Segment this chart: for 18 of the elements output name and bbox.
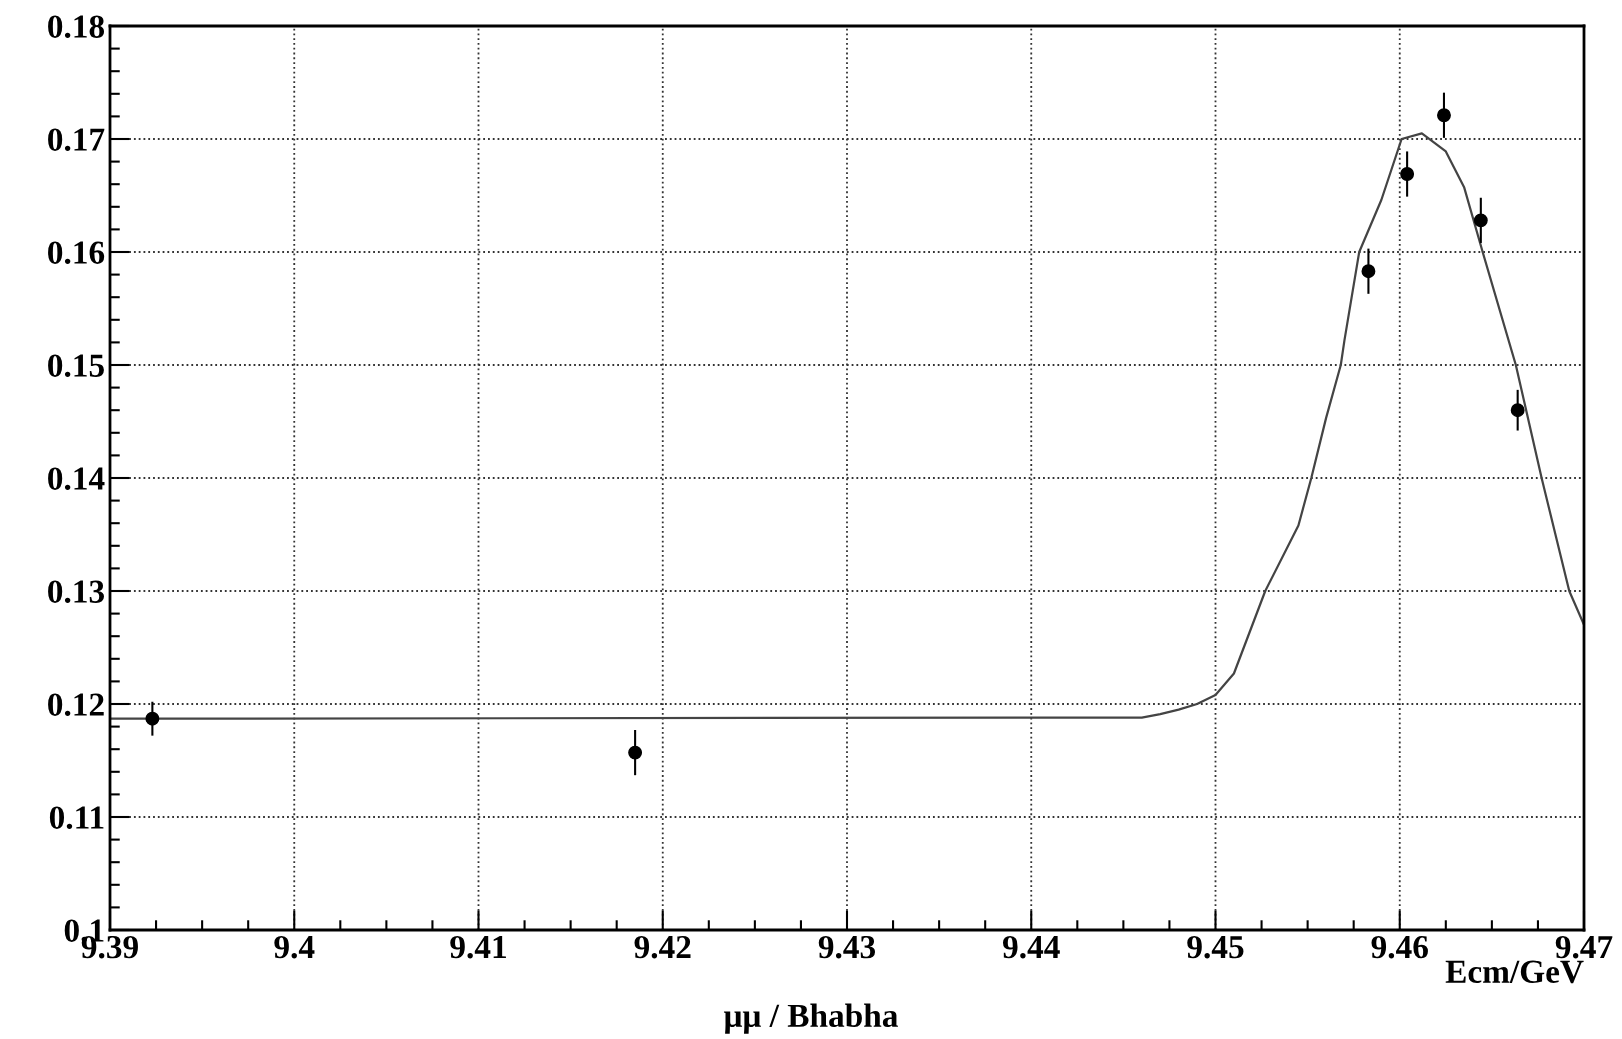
x-tick-label: 9.4 <box>274 935 315 959</box>
y-tick-label: 0.14 <box>48 467 105 491</box>
y-tick-label: 0.12 <box>48 693 104 717</box>
x-tick-label: 9.46 <box>1371 935 1428 959</box>
x-tick-label: 9.41 <box>450 935 506 959</box>
x-tick-label: 9.44 <box>1002 935 1060 959</box>
y-tick-label: 0.17 <box>48 128 105 152</box>
y-tick-label: 0.11 <box>49 806 104 830</box>
x-tick-label: 9.43 <box>818 935 876 959</box>
x-tick-label: 9.45 <box>1187 935 1244 959</box>
y-tick-label: 0.13 <box>48 580 104 604</box>
y-tick-label: 0.15 <box>48 354 104 378</box>
text: μμ / Bhabha <box>723 1003 898 1034</box>
y-tick-label: 0.16 <box>48 241 105 265</box>
x-axis-title: Ecm/GeV <box>1445 960 1584 984</box>
y-tick-label: 0.18 <box>48 15 105 39</box>
x-tick-label: 9.42 <box>634 935 691 959</box>
x-tick-label: 9.47 <box>1555 935 1613 959</box>
